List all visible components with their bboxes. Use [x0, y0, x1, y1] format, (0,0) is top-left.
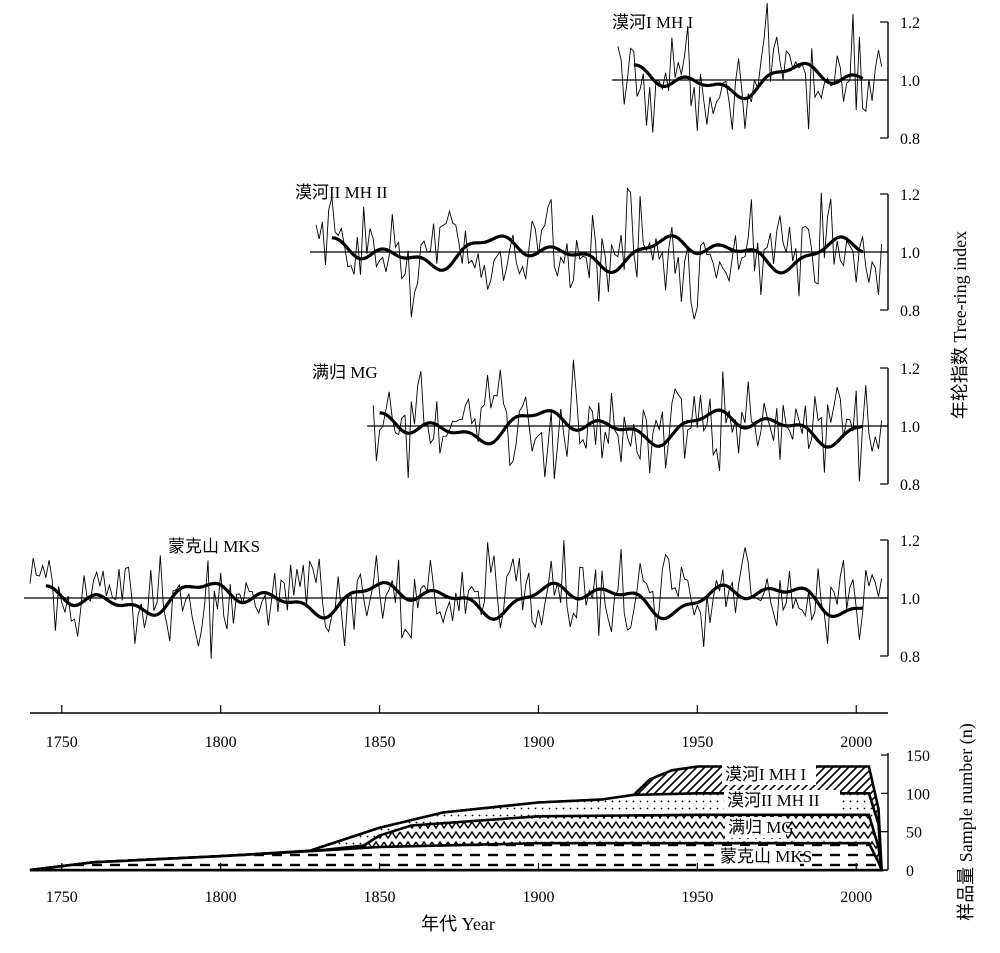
- smoothed-index-series: [379, 408, 863, 449]
- index-tick-label: 0.8: [900, 303, 920, 320]
- index-axis-title: 年轮指数 Tree-ring index: [950, 231, 970, 419]
- index-tick-label: 0.8: [900, 131, 920, 148]
- sample-x-tick-label: 2000: [840, 889, 872, 906]
- smoothed-index-series: [331, 234, 864, 275]
- chronology-label: 漠河II MH II: [295, 183, 388, 202]
- chronology-panel: [611, 3, 889, 139]
- sample-axis-title: 样品量 Sample number (n): [956, 723, 977, 920]
- sample-label-bg: [724, 790, 840, 811]
- chronology-label: 漠河I MH I: [612, 13, 694, 32]
- sample-y-tick-label: 0: [906, 863, 914, 880]
- sample-x-tick-label: 1900: [522, 889, 554, 906]
- x-tick-label: 1950: [681, 734, 713, 751]
- index-tick-label: 1.0: [900, 419, 920, 436]
- label-layer: 1.2 1.0 0.8 1.2 1.0 0.8 1.2 1.0 0.8 1.2 1.0 0.8 漠河I …: [46, 13, 977, 934]
- x-tick-label: 1750: [46, 734, 78, 751]
- sample-y-tick-label: 150: [906, 748, 930, 765]
- sample-layer-label: 漠河II MH II: [727, 791, 820, 810]
- sample-x-tick-label: 1850: [364, 889, 396, 906]
- sample-label-bg: [722, 764, 816, 785]
- index-tick-label: 0.8: [900, 477, 920, 494]
- index-tick-label: 1.0: [900, 591, 920, 608]
- sample-layer-label: 漠河I MH I: [725, 765, 807, 784]
- sample-y-tick-label: 50: [906, 825, 922, 842]
- index-tick-label: 1.0: [900, 245, 920, 262]
- sample-layer-label: 蒙克山 MKS: [720, 847, 812, 866]
- sample-x-tick-label: 1950: [681, 889, 713, 906]
- smoothed-index-series: [633, 61, 864, 101]
- index-tick-label: 1.2: [900, 187, 920, 204]
- sample-layer: [29, 841, 884, 872]
- sample-x-tick-label: 1750: [46, 889, 78, 906]
- sample-y-tick-label: 100: [906, 786, 930, 803]
- index-tick-label: 1.2: [900, 15, 920, 32]
- sample-label-bg: [717, 846, 800, 867]
- x-tick-label: 2000: [840, 734, 872, 751]
- raw-index-series: [372, 359, 883, 482]
- raw-index-series: [29, 540, 883, 659]
- chronology-label: 满归 MG: [312, 363, 378, 382]
- x-tick-label: 1900: [522, 734, 554, 751]
- index-tick-label: 1.0: [900, 73, 920, 90]
- chronology-panel: [310, 187, 889, 320]
- index-tick-label: 1.2: [900, 361, 920, 378]
- x-tick-label: 1850: [364, 734, 396, 751]
- sample-x-tick-label: 1800: [205, 889, 237, 906]
- index-tick-label: 0.8: [900, 649, 920, 666]
- chronology-label: 蒙克山 MKS: [168, 537, 260, 556]
- chronology-panel: [24, 539, 889, 659]
- sample-layer-label: 满归 MG: [728, 818, 794, 837]
- smoothed-index-series: [45, 580, 863, 621]
- x-axis-title: 年代 Year: [421, 914, 495, 934]
- plot-area: [24, 3, 889, 872]
- x-tick-label: 1800: [205, 734, 237, 751]
- sample-label-bg: [725, 817, 786, 838]
- chronology-panel: [367, 359, 889, 485]
- raw-index-series: [315, 187, 883, 320]
- index-tick-label: 1.2: [900, 533, 920, 550]
